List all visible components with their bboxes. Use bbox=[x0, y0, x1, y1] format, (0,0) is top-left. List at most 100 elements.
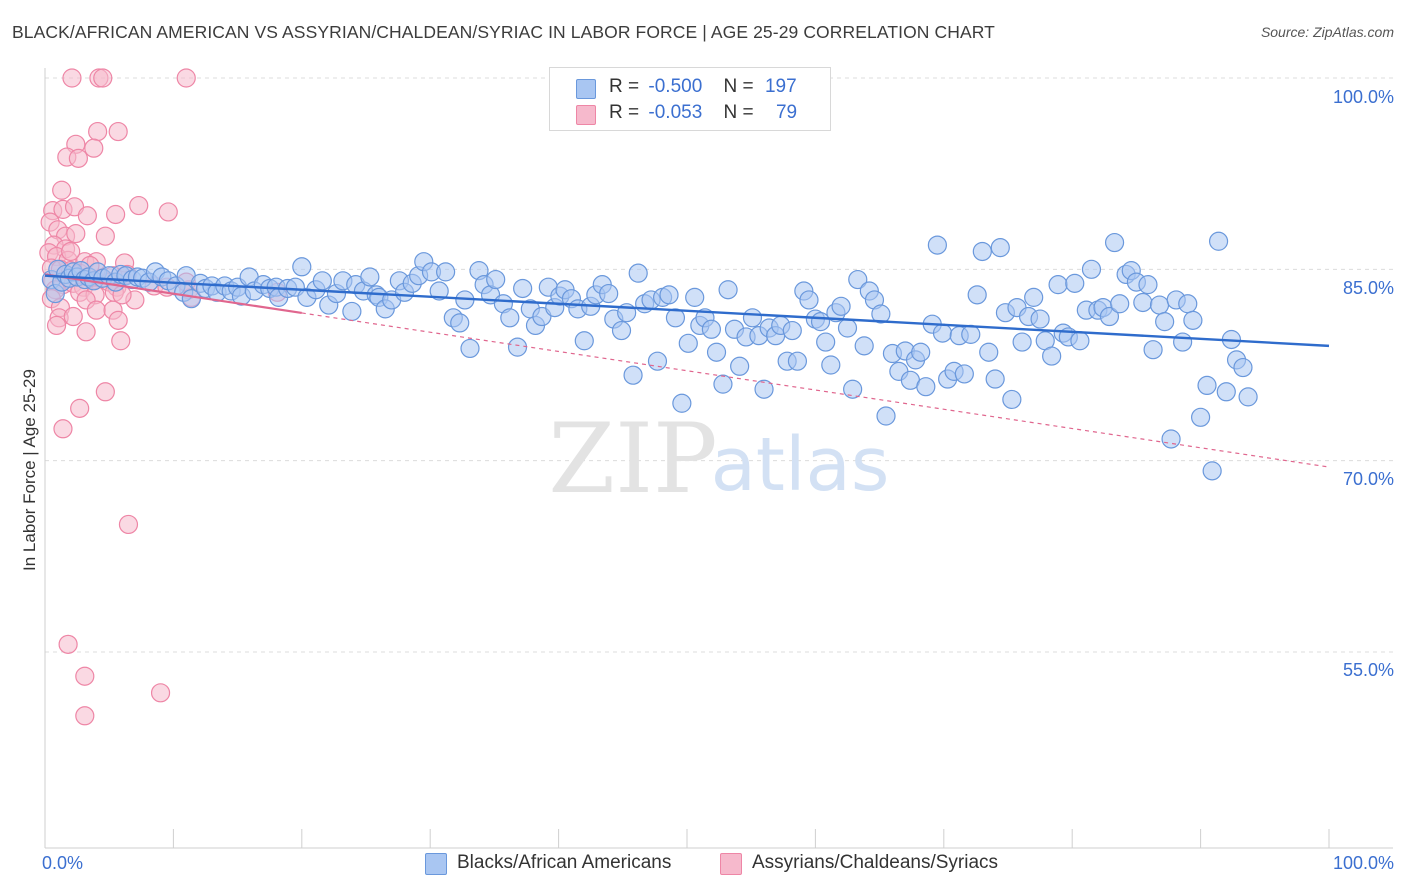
assyrian-point-67 bbox=[95, 382, 115, 402]
black-point-104 bbox=[665, 308, 686, 328]
black-point-112 bbox=[713, 374, 733, 394]
black-point-103 bbox=[659, 285, 679, 305]
assyrian-point-77 bbox=[61, 241, 81, 262]
black-point-160 bbox=[985, 369, 1005, 389]
assyrian-point-0 bbox=[62, 68, 82, 88]
black-point-180 bbox=[1099, 306, 1120, 327]
bottom-legend-label-pink: Assyrians/Chaldeans/Syriacs bbox=[752, 852, 999, 873]
black-point-93 bbox=[599, 283, 619, 304]
black-point-131 bbox=[821, 355, 841, 375]
source-label: Source: ZipAtlas.com bbox=[1260, 24, 1394, 40]
assyrian-point-9 bbox=[84, 138, 104, 158]
bottom-legend-swatch-blue bbox=[425, 853, 447, 875]
assyrian-point-8 bbox=[68, 148, 88, 168]
black-point-203 bbox=[1233, 357, 1253, 378]
black-point-107 bbox=[685, 287, 705, 307]
grid-lines bbox=[45, 77, 1393, 653]
black-point-134 bbox=[837, 318, 858, 338]
bottom-legend-swatch-pink bbox=[720, 853, 742, 875]
black-point-196 bbox=[1190, 407, 1211, 427]
black-point-117 bbox=[742, 308, 763, 328]
black-point-55 bbox=[360, 267, 380, 287]
assyrian-trend-solid bbox=[44, 273, 302, 315]
black-point-97 bbox=[623, 365, 643, 385]
black-point-165 bbox=[1012, 332, 1032, 352]
assyrian-point-17 bbox=[158, 202, 178, 222]
black-point-125 bbox=[787, 351, 808, 371]
black-point-159 bbox=[979, 342, 999, 362]
black-point-174 bbox=[1065, 273, 1085, 293]
black-point-124 bbox=[782, 320, 802, 341]
black-point-199 bbox=[1208, 231, 1229, 251]
black-point-111 bbox=[706, 342, 727, 362]
legend-swatch-pink bbox=[576, 105, 596, 125]
black-point-156 bbox=[961, 324, 981, 344]
black-point-141 bbox=[876, 406, 896, 426]
y-tick-label-85: 85.0% bbox=[1342, 278, 1394, 298]
assyrian-trend-dashed bbox=[301, 312, 1330, 468]
black-point-71 bbox=[460, 338, 480, 359]
assyrian-point-70 bbox=[118, 514, 139, 535]
black-point-157 bbox=[967, 285, 987, 305]
assyrian-point-15 bbox=[106, 204, 126, 225]
trend-lines bbox=[44, 273, 1330, 468]
assyrian-point-16 bbox=[129, 195, 149, 216]
black-point-147 bbox=[911, 342, 931, 362]
black-point-191 bbox=[1161, 429, 1181, 449]
black-point-69 bbox=[450, 313, 470, 333]
y-tick-label-100: 100.0% bbox=[1332, 87, 1394, 107]
watermark-zip: ZIP bbox=[548, 403, 717, 515]
black-point-161 bbox=[990, 238, 1010, 258]
black-point-110 bbox=[701, 319, 721, 339]
black-point-182 bbox=[1110, 294, 1130, 314]
y-tick-label-70: 70.0% bbox=[1342, 469, 1394, 489]
x-tick-label-100: 100.0% bbox=[1332, 853, 1394, 873]
black-point-194 bbox=[1178, 294, 1198, 314]
black-point-163 bbox=[1002, 389, 1022, 410]
black-point-127 bbox=[799, 290, 819, 310]
black-point-171 bbox=[1048, 275, 1068, 295]
black-point-170 bbox=[1042, 346, 1062, 366]
black-point-140 bbox=[871, 304, 891, 324]
black-point-158 bbox=[972, 241, 992, 262]
correlation-legend: R = -0.500 N = 197 R = -0.053 N = 79 bbox=[549, 67, 831, 131]
assyrian-point-74 bbox=[75, 706, 95, 726]
black-points bbox=[41, 231, 1258, 481]
y-tick-label-55: 55.0% bbox=[1342, 660, 1394, 680]
assyrian-point-64 bbox=[46, 315, 67, 336]
black-point-119 bbox=[754, 379, 774, 399]
black-point-52 bbox=[342, 301, 362, 322]
chart-title: BLACK/AFRICAN AMERICAN VS ASSYRIAN/CHALD… bbox=[12, 22, 995, 42]
black-trend-line bbox=[44, 274, 1330, 348]
black-point-175 bbox=[1070, 331, 1090, 351]
assyrian-point-62 bbox=[63, 306, 83, 327]
black-point-48 bbox=[312, 271, 332, 291]
black-point-101 bbox=[647, 351, 668, 371]
black-point-195 bbox=[1183, 310, 1203, 330]
black-point-45 bbox=[292, 257, 312, 277]
assyrian-point-3 bbox=[176, 68, 196, 88]
black-point-150 bbox=[927, 235, 947, 255]
black-point-78 bbox=[507, 337, 528, 357]
assyrian-point-6 bbox=[108, 121, 128, 142]
assyrian-point-72 bbox=[75, 666, 95, 686]
assyrian-point-73 bbox=[150, 683, 171, 703]
black-point-204 bbox=[1238, 387, 1258, 407]
black-point-151 bbox=[932, 323, 953, 343]
assyrian-points bbox=[39, 68, 288, 726]
black-point-197 bbox=[1197, 375, 1217, 396]
assyrian-point-14 bbox=[77, 206, 97, 226]
black-point-167 bbox=[1024, 287, 1044, 307]
black-point-98 bbox=[628, 263, 648, 283]
black-point-193 bbox=[1173, 332, 1193, 352]
black-point-113 bbox=[718, 280, 738, 300]
assyrian-point-69 bbox=[53, 419, 73, 439]
black-point-186 bbox=[1133, 292, 1153, 313]
black-point-155 bbox=[954, 364, 974, 384]
black-point-181 bbox=[1104, 232, 1125, 253]
black-point-89 bbox=[574, 331, 594, 351]
black-point-188 bbox=[1143, 340, 1163, 360]
assyrian-point-5 bbox=[88, 121, 108, 142]
black-point-198 bbox=[1202, 461, 1222, 481]
